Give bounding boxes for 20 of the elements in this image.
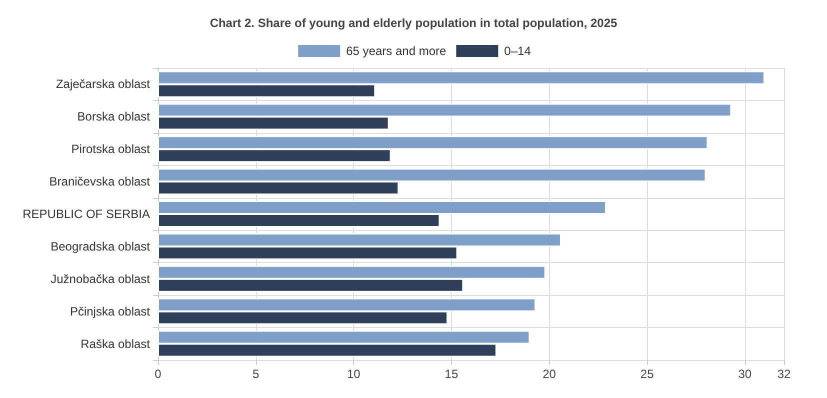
y-tick-label: Pirotska oblast xyxy=(71,142,151,156)
x-tick-label: 10 xyxy=(346,367,361,381)
chart-title: Chart 2. Share of young and elderly population in total population, 2025 xyxy=(210,16,618,30)
y-tick-label: Raška oblast xyxy=(80,336,151,351)
legend-label: 0–14 xyxy=(504,44,532,58)
y-tick-label: REPUBLIC OF SERBIA xyxy=(22,207,150,221)
x-tick-label: 30 xyxy=(738,367,752,381)
y-tick-label: Zaječarska oblast xyxy=(56,77,151,92)
x-tick-label: 15 xyxy=(444,367,458,381)
legend-label: 65 years and more xyxy=(346,44,447,58)
y-tick-label: Pčinjska oblast xyxy=(70,304,151,318)
x-tick-label: 0 xyxy=(154,367,162,381)
x-tick-label: 20 xyxy=(542,367,556,381)
y-tick-label: Borska oblast xyxy=(77,110,151,124)
x-tick-label: 5 xyxy=(252,367,260,381)
x-tick-label: 25 xyxy=(640,367,654,381)
y-tick-label: Beogradska oblast xyxy=(50,239,151,254)
x-tick-label: 32 xyxy=(777,367,791,381)
y-tick-label: Južnobačka oblast xyxy=(50,272,151,286)
y-tick-label: Braničevska oblast xyxy=(49,174,151,189)
